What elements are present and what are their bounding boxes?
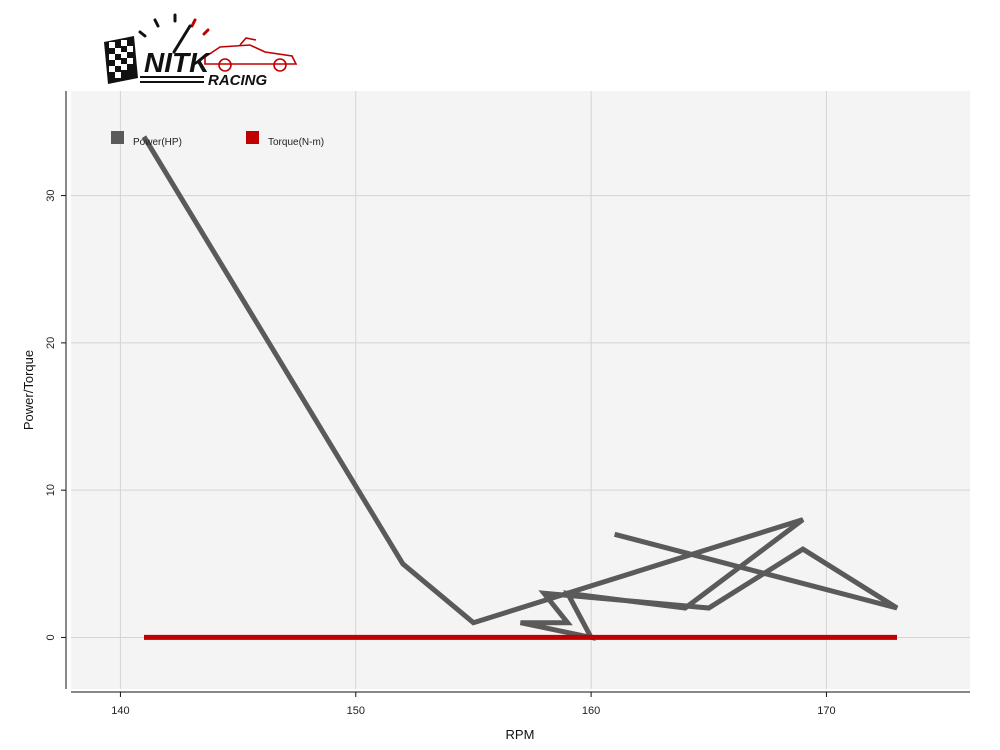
logo-text-nitk: NITK [144, 47, 211, 78]
legend: Power(HP) Torque(N-m) [111, 131, 324, 148]
legend-swatch [246, 131, 259, 144]
checkered-flag-icon [104, 36, 138, 84]
y-axis-title: Power/Torque [21, 350, 36, 430]
race-car-icon [204, 37, 298, 72]
x-axis-title: RPM [506, 727, 535, 742]
x-tick-label: 140 [111, 705, 129, 717]
legend-swatch [111, 131, 124, 144]
y-ticks: 0 10 20 30 [45, 189, 66, 641]
x-tick-label: 150 [347, 705, 365, 717]
y-tick-label: 10 [45, 484, 57, 496]
y-tick-label: 0 [45, 634, 57, 640]
logo-text-racing: RACING [208, 72, 267, 88]
nitk-racing-logo: NITK RACING [104, 13, 298, 88]
legend-label: Torque(N-m) [268, 137, 324, 148]
x-ticks: 140 150 160 170 [111, 692, 836, 717]
speedometer-icon [138, 13, 210, 54]
plot-background [71, 91, 970, 689]
y-tick-label: 20 [45, 337, 57, 349]
series-layer [141, 135, 899, 641]
x-tick-label: 160 [582, 705, 600, 717]
x-tick-label: 170 [817, 705, 835, 717]
y-tick-label: 30 [45, 189, 57, 201]
legend-label: Power(HP) [133, 137, 182, 148]
